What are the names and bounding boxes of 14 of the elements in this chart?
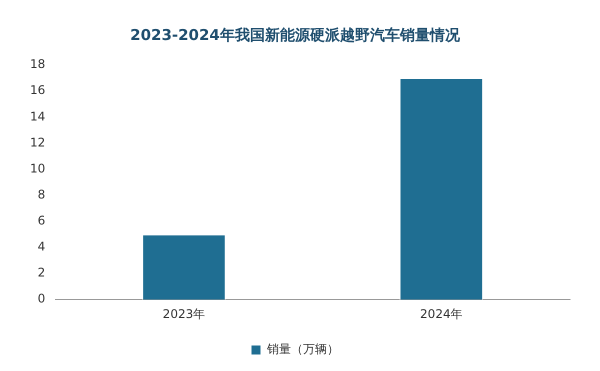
y-tick-label: 14 (30, 109, 46, 124)
y-tick-label: 16 (30, 83, 46, 98)
chart-title: 2023-2024年我国新能源硬派越野汽车销量情况 (130, 26, 461, 44)
y-tick-label: 6 (38, 214, 46, 228)
y-tick-label: 4 (38, 240, 46, 254)
y-tick-label: 10 (30, 161, 46, 176)
y-tick-label: 0 (38, 292, 46, 306)
y-tick-label: 8 (38, 187, 46, 202)
x-tick-label: 2024年 (420, 306, 463, 321)
y-tick-label: 18 (30, 57, 46, 72)
legend-label: 销量（万辆） (266, 342, 339, 356)
y-tick-label: 12 (30, 135, 46, 150)
x-tick-label: 2023年 (162, 306, 206, 321)
y-tick-label: 2 (38, 266, 46, 280)
